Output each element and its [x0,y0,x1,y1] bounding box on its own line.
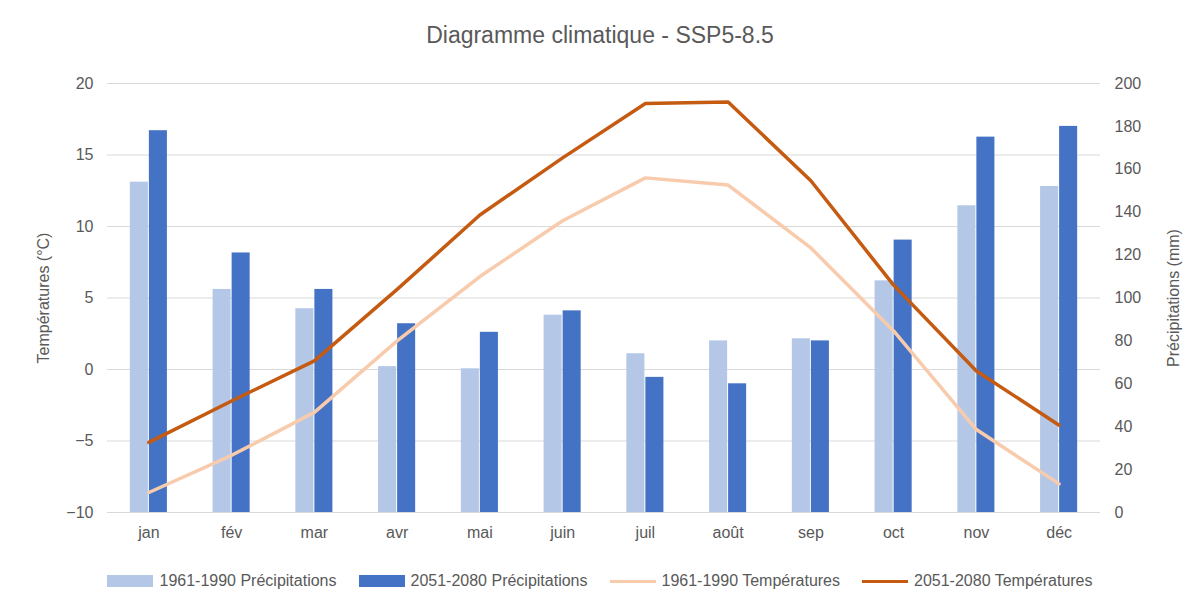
svg-text:80: 80 [1115,332,1133,349]
svg-text:jan: jan [137,524,159,541]
html-text:Diagramme climatique - SSP5-8.: Diagramme climatique - SSP5-8.5 [426,22,774,48]
svg-text:−10: −10 [66,504,93,521]
svg-text:août: août [713,524,745,541]
svg-text:juin: juin [549,524,575,541]
svg-text:Températures (°C): Températures (°C) [35,233,52,364]
svg-text:5: 5 [85,289,94,306]
svg-text:0: 0 [85,361,94,378]
html-text:1961-1990 Températures: 1961-1990 Températures [661,572,840,589]
html-text:1961-1990 Précipitations: 1961-1990 Précipitations [159,572,337,589]
svg-text:60: 60 [1115,375,1133,392]
svg-text:100: 100 [1115,289,1142,306]
svg-text:20: 20 [1115,461,1133,478]
svg-text:0: 0 [1115,504,1124,521]
svg-text:200: 200 [1115,75,1142,92]
svg-text:40: 40 [1115,418,1133,435]
svg-text:20: 20 [76,75,94,92]
svg-text:160: 160 [1115,160,1142,177]
svg-text:nov: nov [963,524,989,541]
html-text:2051-2080 Précipitations: 2051-2080 Précipitations [410,572,588,589]
svg-text:−5: −5 [75,432,93,449]
html-text:2051-2080 Températures: 2051-2080 Températures [914,572,1093,589]
svg-text:15: 15 [76,146,94,163]
svg-text:mar: mar [301,524,329,541]
svg-text:120: 120 [1115,246,1142,263]
svg-text:10: 10 [76,218,94,235]
svg-text:Précipitations (mm): Précipitations (mm) [1165,229,1182,367]
svg-text:déc: déc [1046,524,1072,541]
svg-text:fév: fév [221,524,242,541]
svg-text:avr: avr [386,524,409,541]
svg-text:180: 180 [1115,118,1142,135]
svg-text:sep: sep [798,524,824,541]
svg-text:140: 140 [1115,203,1142,220]
svg-text:mai: mai [467,524,493,541]
svg-text:juil: juil [635,524,656,541]
svg-text:oct: oct [883,524,905,541]
